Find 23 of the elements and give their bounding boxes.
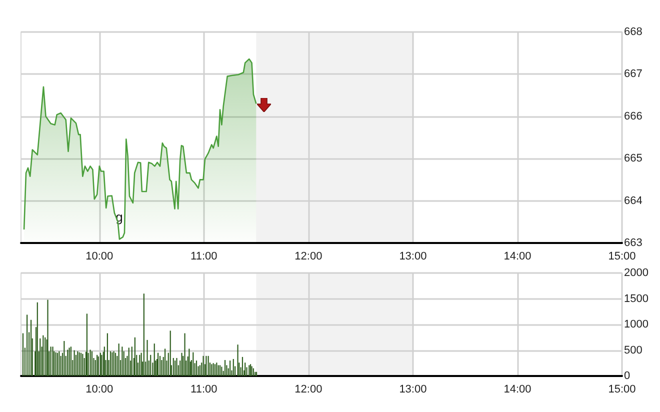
y-tick-label: 666	[624, 110, 642, 122]
y-tick-label: 500	[624, 344, 642, 356]
x-tick-label: 11:00	[190, 250, 218, 262]
y-tick-label: 1000	[624, 318, 648, 330]
x-tick-label: 12:00	[294, 250, 322, 262]
x-tick-label: 12:00	[294, 384, 322, 396]
y-tick-label: 0	[624, 370, 630, 382]
y-tick-label: 664	[624, 194, 642, 207]
x-tick-label: 13:00	[399, 250, 427, 262]
y-tick-label: 663	[624, 237, 642, 249]
y-tick-label: 665	[624, 152, 642, 165]
y-tick-label: 2000	[624, 267, 648, 279]
y-tick-label: 1500	[624, 292, 648, 305]
x-tick-label: 10:00	[86, 384, 114, 396]
x-tick-label: 13:00	[399, 384, 427, 396]
x-tick-label: 10:00	[86, 250, 114, 262]
x-tick-label: 14:00	[504, 384, 532, 396]
x-tick-label: 15:00	[608, 384, 636, 396]
x-tick-label: 11:00	[190, 384, 218, 396]
x-tick-label: 14:00	[504, 250, 532, 262]
x-tick-label: 15:00	[608, 250, 636, 262]
y-tick-label: 668	[624, 26, 642, 38]
y-tick-label: 667	[624, 68, 642, 80]
